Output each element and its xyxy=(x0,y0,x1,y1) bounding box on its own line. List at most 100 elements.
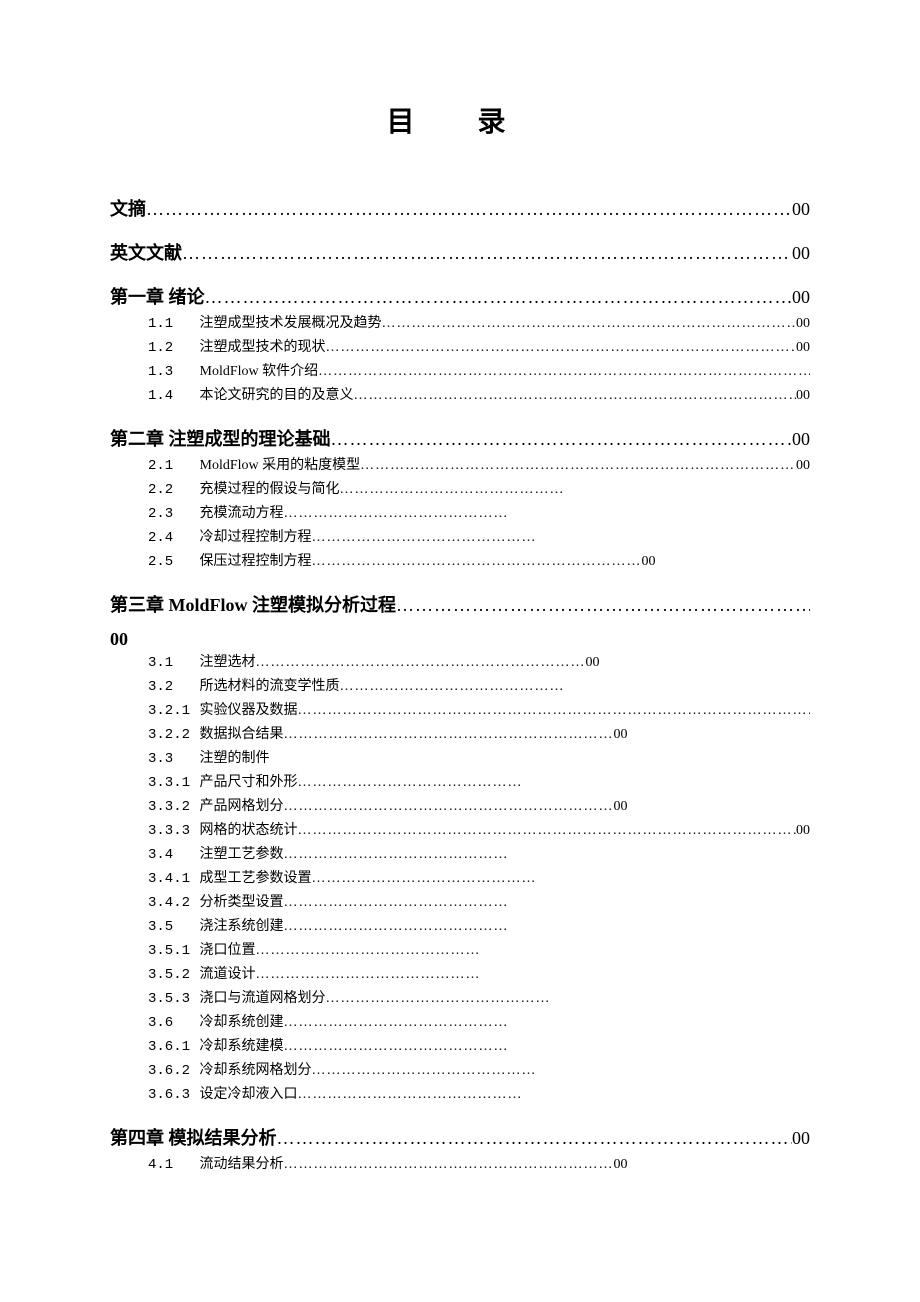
toc-label: 3.6.3 设定冷却液入口 xyxy=(148,1084,298,1106)
toc-entry: 2.2 充模过程的假设与简化 xyxy=(110,479,810,501)
toc-text: 产品尺寸和外形 xyxy=(196,775,298,790)
toc-label: 3.5.3 浇口与流道网格划分 xyxy=(148,988,326,1010)
toc-number: 3.6.1 xyxy=(148,1037,196,1058)
leader-dots xyxy=(312,868,537,889)
toc-number: 2.4 xyxy=(148,528,196,549)
toc-page: 00 xyxy=(796,455,810,476)
leader-dots xyxy=(284,1154,614,1175)
toc-label: 1.3 MoldFlow 软件介绍 xyxy=(148,361,318,383)
toc-entry: 第三章 MoldFlow 注塑模拟分析过程 xyxy=(110,591,810,617)
toc-label: 3.5 浇注系统创建 xyxy=(148,916,284,938)
toc-label: 3.4.1 成型工艺参数设置 xyxy=(148,868,312,890)
toc-label: 3.3 注塑的制件 xyxy=(148,748,270,770)
toc-text: 设定冷却液入口 xyxy=(196,1087,298,1102)
toc-page: 00 xyxy=(792,429,810,450)
toc-text: 冷却系统建模 xyxy=(196,1039,284,1054)
toc-entry: 3.6.2 冷却系统网格划分 xyxy=(110,1060,810,1082)
toc-text: 充模流动方程 xyxy=(196,506,284,521)
toc-page: 00 xyxy=(792,199,810,220)
toc-label: 2.1 MoldFlow 采用的粘度模型 xyxy=(148,455,360,477)
leader-dots xyxy=(284,1012,509,1033)
toc-number: 3.2 xyxy=(148,677,196,698)
leader-dots xyxy=(284,916,509,937)
toc-entry: 3.6.3 设定冷却液入口 xyxy=(110,1084,810,1106)
toc-number: 3.5.1 xyxy=(148,941,196,962)
toc-label: 1.4 本论文研究的目的及意义 xyxy=(148,385,354,407)
toc-text: 文摘 xyxy=(110,199,146,219)
toc-text: 冷却过程控制方程 xyxy=(196,530,312,545)
toc-text: 注塑选材 xyxy=(196,655,256,670)
toc-entry: 3.2 所选材料的流变学性质 xyxy=(110,676,810,698)
leader-dots xyxy=(340,479,565,500)
leader-dots xyxy=(331,429,793,450)
toc-text: 数据拟合结果 xyxy=(196,727,284,742)
toc-number: 3.3.1 xyxy=(148,773,196,794)
toc-entry: 3.2.1 实验仪器及数据 xyxy=(110,700,810,722)
toc-number: 3.3.3 xyxy=(148,821,196,842)
leader-dots xyxy=(354,385,797,406)
toc-text: 注塑成型技术发展概况及趋势 xyxy=(196,316,382,331)
toc-text: 实验仪器及数据 xyxy=(196,703,298,718)
toc-text: 第二章 注塑成型的理论基础 xyxy=(110,429,331,449)
toc-page: 00 xyxy=(614,796,628,817)
toc-page: 00 xyxy=(614,724,628,745)
toc-entry: 3.4 注塑工艺参数 xyxy=(110,844,810,866)
toc-entry: 1.1 注塑成型技术发展概况及趋势00 xyxy=(110,313,810,335)
toc-text: 网格的状态统计 xyxy=(196,823,298,838)
toc-number: 3.5.3 xyxy=(148,989,196,1010)
toc-label: 3.5.2 流道设计 xyxy=(148,964,256,986)
toc-page: 00 xyxy=(796,313,810,334)
leader-dots xyxy=(326,337,797,358)
toc-label: 3.3.2 产品网格划分 xyxy=(148,796,284,818)
leader-dots xyxy=(284,503,509,524)
toc-label: 3.6.2 冷却系统网格划分 xyxy=(148,1060,312,1082)
toc-number: 3.5 xyxy=(148,917,196,938)
toc-text: 浇口位置 xyxy=(196,943,256,958)
toc-text: 注塑工艺参数 xyxy=(196,847,284,862)
leader-dots xyxy=(256,964,481,985)
toc-entry: 3.3.2 产品网格划分 00 xyxy=(110,796,810,818)
toc-entry: 第一章 绪论 00 xyxy=(110,283,810,309)
toc-number: 2.2 xyxy=(148,480,196,501)
leader-dots xyxy=(298,820,797,841)
toc-text: 充模过程的假设与简化 xyxy=(196,482,340,497)
toc-entry: 3.5.1 浇口位置 xyxy=(110,940,810,962)
toc-page: 00 xyxy=(614,1154,628,1175)
toc-text: 所选材料的流变学性质 xyxy=(196,679,340,694)
leader-dots xyxy=(382,313,797,334)
toc-number: 3.3.2 xyxy=(148,797,196,818)
leader-dots xyxy=(312,527,537,548)
toc-text: 产品网格划分 xyxy=(196,799,284,814)
toc-label: 4.1 流动结果分析 xyxy=(148,1154,284,1176)
leader-dots xyxy=(284,1036,509,1057)
toc-number: 4.1 xyxy=(148,1155,196,1176)
toc-text: 注塑成型技术的现状 xyxy=(196,340,326,355)
toc-entry: 英文文献 00 xyxy=(110,239,810,265)
toc-number: 3.6.2 xyxy=(148,1061,196,1082)
leader-dots xyxy=(256,652,586,673)
toc-entry: 2.5 保压过程控制方程00 xyxy=(110,551,810,573)
toc-entry: 文摘 00 xyxy=(110,195,810,221)
toc-label: 3.3.1 产品尺寸和外形 xyxy=(148,772,298,794)
leader-dots xyxy=(277,1128,793,1149)
toc-label: 第一章 绪论 xyxy=(110,283,205,309)
toc-entry: 3.3.1 产品尺寸和外形 xyxy=(110,772,810,794)
toc-number: 3.3 xyxy=(148,749,196,770)
toc-number: 1.3 xyxy=(148,362,196,383)
toc-entry: 3.1 注塑选材00 xyxy=(110,652,810,674)
toc-page: 00 xyxy=(642,551,656,572)
toc-label: 2.2 充模过程的假设与简化 xyxy=(148,479,340,501)
toc-entry: 4.1 流动结果分析 00 xyxy=(110,1154,810,1176)
toc-entry: 第四章 模拟结果分析00 xyxy=(110,1124,810,1150)
toc-label: 3.2.2 数据拟合结果 xyxy=(148,724,284,746)
toc-label: 第三章 MoldFlow 注塑模拟分析过程 xyxy=(110,591,396,617)
toc-entry: 2.1 MoldFlow 采用的粘度模型 00 xyxy=(110,455,810,477)
toc-page: 00 xyxy=(796,385,810,406)
toc-label: 3.1 注塑选材 xyxy=(148,652,256,674)
leader-dots xyxy=(256,940,481,961)
toc-page: 00 xyxy=(792,243,810,264)
toc-page: 00 xyxy=(792,287,810,308)
leader-dots xyxy=(182,243,792,264)
toc-label: 3.3.3 网格的状态统计 xyxy=(148,820,298,842)
toc-text: 英文文献 xyxy=(110,243,182,263)
